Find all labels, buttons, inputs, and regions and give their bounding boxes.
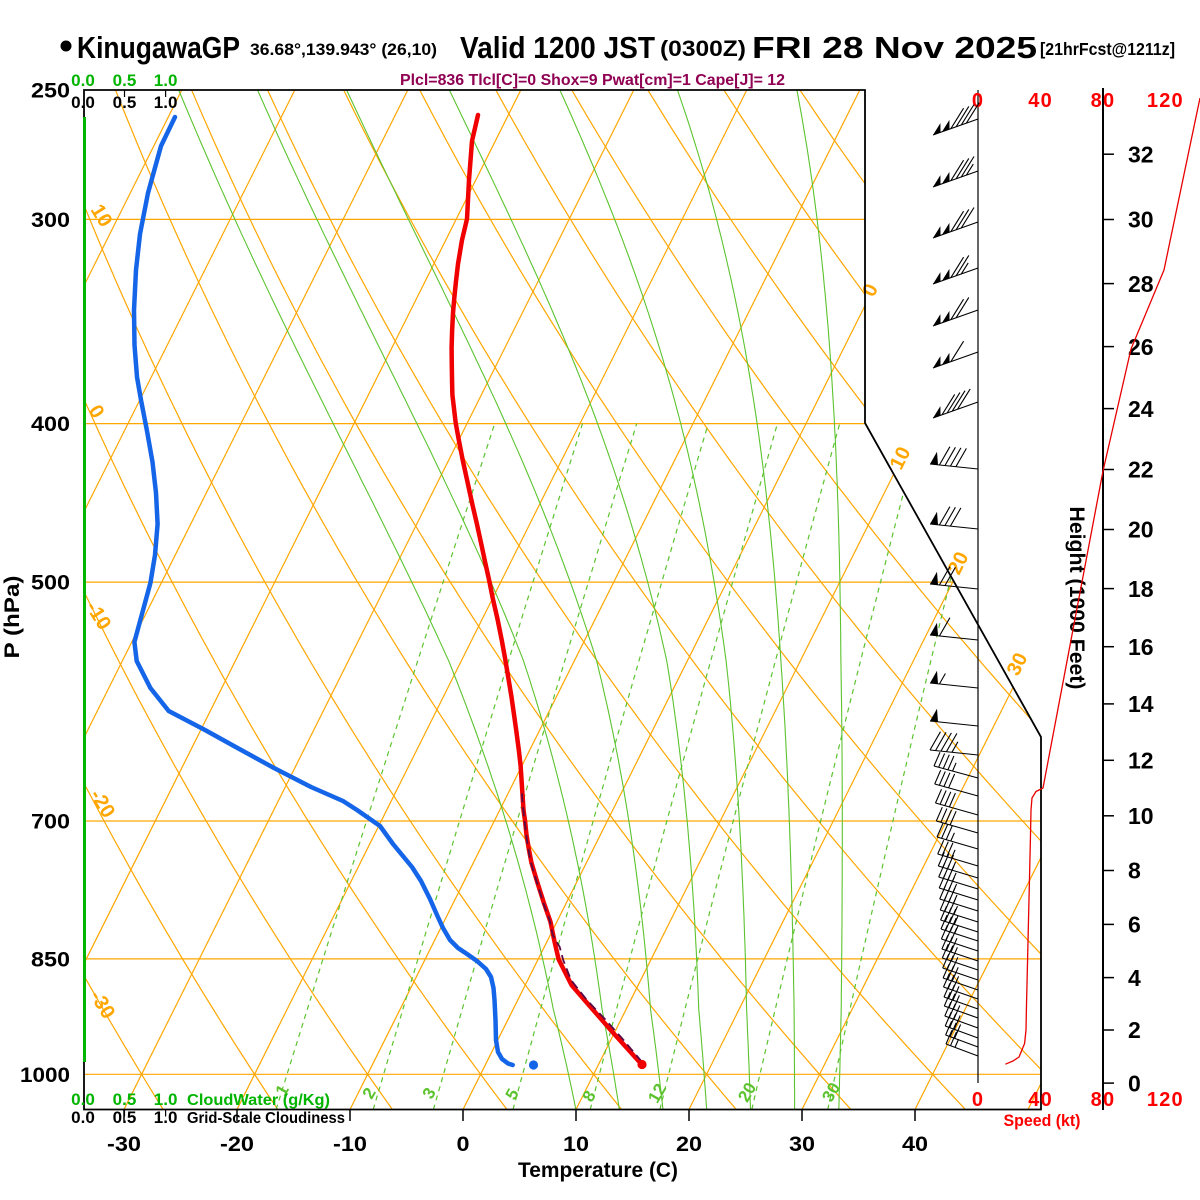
svg-text:12: 12 bbox=[1128, 748, 1154, 774]
svg-text:1.0: 1.0 bbox=[154, 1108, 178, 1127]
svg-text:Height (1000 Feet): Height (1000 Feet) bbox=[1065, 507, 1088, 690]
svg-text:1.0: 1.0 bbox=[154, 71, 178, 90]
svg-text:6: 6 bbox=[1128, 912, 1141, 938]
svg-text:P (hPa): P (hPa) bbox=[1, 576, 24, 659]
svg-text:0: 0 bbox=[972, 90, 984, 112]
svg-text:-10: -10 bbox=[333, 1133, 367, 1156]
svg-text:30: 30 bbox=[789, 1133, 815, 1156]
svg-text:(0300Z): (0300Z) bbox=[660, 36, 746, 61]
svg-text:400: 400 bbox=[31, 413, 70, 436]
svg-text:Grid-Scale Cloudiness: Grid-Scale Cloudiness bbox=[187, 1110, 345, 1127]
svg-text:0.5: 0.5 bbox=[113, 1108, 137, 1127]
svg-text:20: 20 bbox=[1128, 517, 1154, 543]
svg-text:[21hrFcst@1211z]: [21hrFcst@1211z] bbox=[1040, 39, 1175, 59]
svg-text:-30: -30 bbox=[107, 1133, 141, 1156]
svg-text:0.0: 0.0 bbox=[71, 1090, 95, 1109]
svg-text:0: 0 bbox=[1128, 1070, 1141, 1096]
svg-text:Plcl=836 Tlcl[C]=0 Shox=9 Pwat: Plcl=836 Tlcl[C]=0 Shox=9 Pwat[cm]=1 Cap… bbox=[400, 72, 785, 89]
svg-text:1000: 1000 bbox=[20, 1064, 70, 1087]
svg-text:18: 18 bbox=[1128, 576, 1154, 602]
svg-text:10: 10 bbox=[563, 1133, 589, 1156]
svg-text:40: 40 bbox=[1028, 1089, 1053, 1111]
svg-text:28: 28 bbox=[1128, 271, 1154, 297]
svg-text:20: 20 bbox=[676, 1133, 702, 1156]
svg-text:10: 10 bbox=[1128, 803, 1154, 829]
svg-text:0.5: 0.5 bbox=[113, 93, 137, 112]
svg-text:30: 30 bbox=[1128, 207, 1154, 233]
svg-text:300: 300 bbox=[31, 209, 70, 232]
svg-text:FRI 28 Nov 2025: FRI 28 Nov 2025 bbox=[752, 30, 1037, 65]
svg-text:0.0: 0.0 bbox=[71, 1108, 95, 1127]
svg-text:0.5: 0.5 bbox=[113, 71, 137, 90]
svg-text:0: 0 bbox=[457, 1133, 470, 1156]
svg-text:8: 8 bbox=[1128, 858, 1141, 884]
svg-text:14: 14 bbox=[1128, 691, 1154, 717]
svg-text:80: 80 bbox=[1091, 1089, 1116, 1111]
svg-text:40: 40 bbox=[902, 1133, 928, 1156]
svg-text:1.0: 1.0 bbox=[154, 1090, 178, 1109]
svg-text:2: 2 bbox=[1128, 1017, 1141, 1043]
svg-text:0.5: 0.5 bbox=[113, 1090, 137, 1109]
svg-text:36.68°,139.943° (26,10): 36.68°,139.943° (26,10) bbox=[250, 40, 437, 59]
svg-text:1.0: 1.0 bbox=[154, 93, 178, 112]
svg-text:Speed (kt): Speed (kt) bbox=[1004, 1111, 1081, 1130]
svg-text:Valid 1200 JST: Valid 1200 JST bbox=[460, 30, 655, 65]
svg-text:CloudWater (g/Kg): CloudWater (g/Kg) bbox=[187, 1092, 330, 1109]
svg-text:250: 250 bbox=[31, 79, 70, 102]
svg-text:KinugawaGP: KinugawaGP bbox=[77, 30, 240, 65]
svg-text:0.0: 0.0 bbox=[71, 93, 95, 112]
svg-text:500: 500 bbox=[31, 572, 70, 595]
svg-text:120: 120 bbox=[1147, 90, 1184, 112]
svg-text:0.0: 0.0 bbox=[71, 71, 95, 90]
svg-text:850: 850 bbox=[31, 948, 70, 971]
svg-text:80: 80 bbox=[1091, 90, 1116, 112]
svg-text:-20: -20 bbox=[220, 1133, 254, 1156]
svg-text:0: 0 bbox=[972, 1089, 984, 1111]
svg-text:24: 24 bbox=[1128, 396, 1154, 422]
svg-text:16: 16 bbox=[1128, 634, 1154, 660]
svg-text:22: 22 bbox=[1128, 457, 1154, 483]
svg-text:120: 120 bbox=[1147, 1089, 1184, 1111]
svg-text:40: 40 bbox=[1028, 90, 1053, 112]
svg-text:32: 32 bbox=[1128, 141, 1154, 167]
svg-text:4: 4 bbox=[1128, 965, 1141, 991]
svg-text:700: 700 bbox=[31, 811, 70, 834]
svg-text:Temperature (C): Temperature (C) bbox=[518, 1159, 678, 1182]
